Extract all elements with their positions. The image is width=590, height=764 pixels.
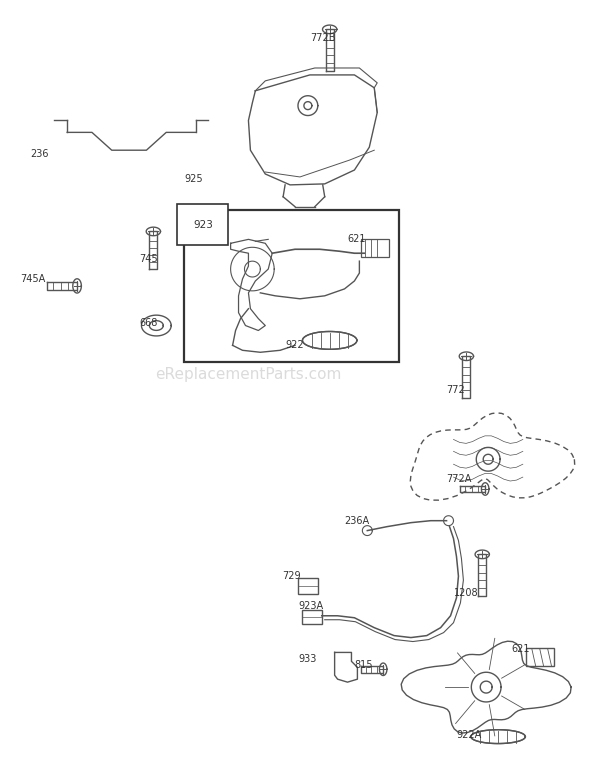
Text: 745A: 745A <box>21 274 46 284</box>
Bar <box>298 578 318 594</box>
Bar <box>361 239 389 257</box>
Text: 1208: 1208 <box>454 588 478 598</box>
Bar <box>526 649 553 666</box>
Text: 236: 236 <box>31 149 49 159</box>
Text: 923: 923 <box>193 219 213 229</box>
Bar <box>184 209 399 362</box>
Text: 923A: 923A <box>298 601 323 611</box>
Bar <box>302 610 322 623</box>
Text: 922A: 922A <box>457 730 481 740</box>
Text: 772A: 772A <box>447 474 472 484</box>
Text: 729: 729 <box>282 571 301 581</box>
Text: 772B: 772B <box>310 34 335 44</box>
Text: 933: 933 <box>298 654 316 665</box>
Text: 745: 745 <box>139 254 158 264</box>
Text: 236A: 236A <box>345 516 370 526</box>
Text: 815: 815 <box>355 660 373 670</box>
Text: 621: 621 <box>348 235 366 244</box>
Text: 772: 772 <box>447 385 466 395</box>
Text: eReplacementParts.com: eReplacementParts.com <box>155 367 342 382</box>
Text: 922: 922 <box>285 340 304 351</box>
Text: 925: 925 <box>184 174 203 184</box>
Text: 621: 621 <box>511 645 529 655</box>
Text: 668: 668 <box>139 318 158 328</box>
